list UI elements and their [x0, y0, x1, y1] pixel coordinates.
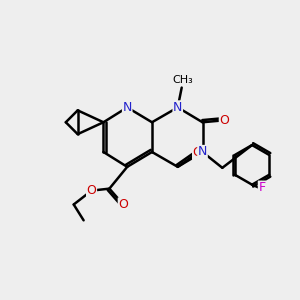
Text: F: F [258, 181, 266, 194]
Text: N: N [122, 101, 132, 114]
Text: O: O [219, 114, 229, 127]
Text: O: O [87, 184, 97, 197]
Text: CH₃: CH₃ [172, 75, 193, 85]
Text: O: O [118, 198, 128, 211]
Text: N: N [173, 101, 182, 114]
Text: N: N [198, 146, 207, 158]
Text: O: O [193, 146, 202, 160]
